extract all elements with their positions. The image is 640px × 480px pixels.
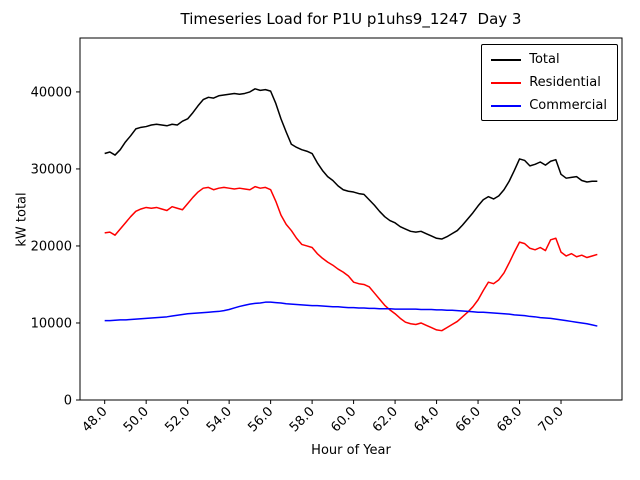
legend-item-residential: Residential (491, 75, 607, 90)
x-axis-label: Hour of Year (311, 443, 391, 458)
legend-label-total: Total (529, 52, 560, 67)
x-tick-label: 70.0 (536, 404, 567, 435)
x-tick-label: 58.0 (287, 404, 318, 435)
legend-line-total (491, 58, 522, 61)
legend-line-residential (491, 81, 522, 84)
series-line-commercial (104, 301, 598, 327)
x-tick-label: 54.0 (204, 404, 235, 435)
x-tick-label: 50.0 (121, 404, 152, 435)
x-tick-label: 52.0 (162, 404, 193, 435)
legend-line-commercial (491, 104, 522, 107)
y-tick-label: 20000 (31, 239, 72, 254)
y-tick-label: 40000 (31, 85, 72, 100)
x-tick-label: 64.0 (411, 404, 442, 435)
legend-label-residential: Residential (529, 75, 601, 90)
legend-label-commercial: Commercial (529, 98, 607, 113)
legend: Total Residential Commercial (481, 44, 618, 121)
x-tick-label: 48.0 (79, 404, 110, 435)
series-line-residential (104, 185, 598, 332)
legend-item-commercial: Commercial (491, 98, 607, 113)
x-tick-label: 62.0 (370, 404, 401, 435)
y-tick-label: 30000 (31, 162, 72, 177)
y-tick-label: 0 (64, 394, 72, 409)
x-tick-label: 56.0 (245, 404, 276, 435)
chart-title: Timeseries Load for P1U p1uhs9_1247 Day … (180, 10, 522, 28)
legend-item-total: Total (491, 52, 607, 67)
axes-frame (79, 37, 623, 401)
y-tick-label: 10000 (31, 316, 72, 331)
x-tick-label: 68.0 (494, 404, 525, 435)
x-tick-label: 60.0 (328, 404, 359, 435)
y-axis-label: kW total (14, 192, 30, 247)
series-line-total (104, 88, 598, 240)
x-tick-label: 66.0 (453, 404, 484, 435)
